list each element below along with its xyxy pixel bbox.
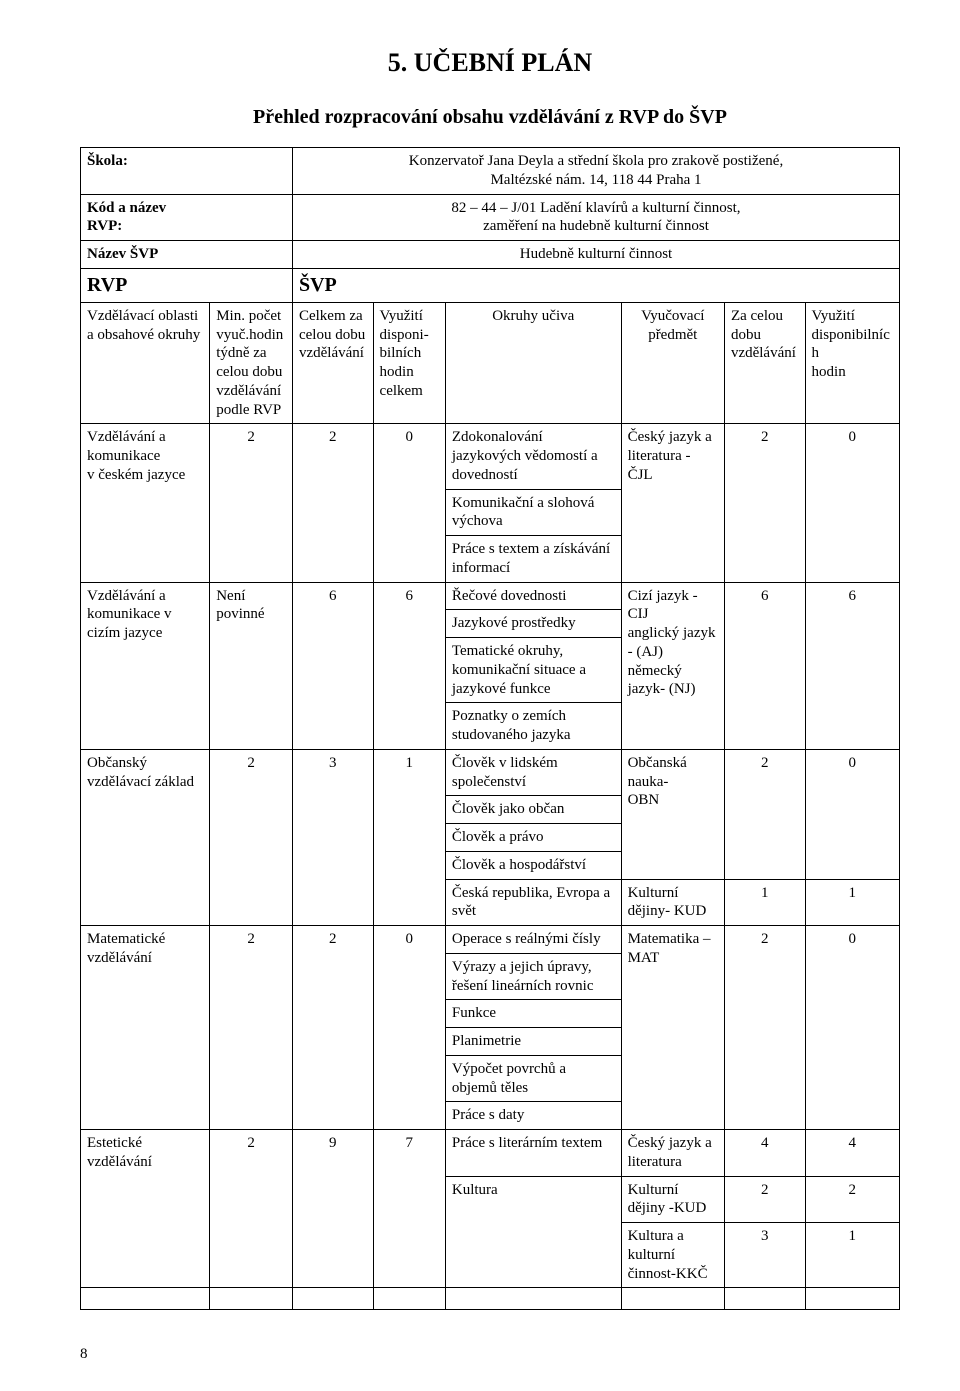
okruh-cell: Komunikační a slohová výchova	[445, 489, 621, 536]
okruh-cell: Člověk jako občan	[445, 796, 621, 824]
empty-cell	[373, 1288, 445, 1310]
cell: 0	[373, 424, 445, 582]
nazev-value: Hudebně kulturní činnost	[292, 241, 899, 269]
col-header-2: Min. počet vyuč.hodin týdně za celou dob…	[210, 302, 293, 424]
cell: 7	[373, 1130, 445, 1288]
page-number: 8	[80, 1346, 88, 1363]
table-row: Občanský vzdělávací základ	[81, 749, 210, 925]
okruh-cell: Zdokonalování jazykových vědomostí a dov…	[445, 424, 621, 489]
skola-value: Konzervatoř Jana Deyla a střední škola p…	[292, 148, 899, 195]
okruh-cell: Česká republika, Evropa a svět	[445, 879, 621, 926]
table-row: Matematické vzdělávání	[81, 926, 210, 1130]
empty-cell	[445, 1288, 621, 1310]
predmet-cell: Kulturní dějiny- KUD	[621, 879, 724, 926]
cell: 6	[724, 582, 805, 749]
predmet-cell: Kultura a kulturní činnost-KKČ	[621, 1223, 724, 1288]
col-header-5: Okruhy učiva	[445, 302, 621, 424]
cell: 2	[210, 926, 293, 1130]
nazev-label: Název ŠVP	[81, 241, 293, 269]
cell: 0	[805, 926, 899, 1130]
col-header-3: Celkem za celou dobu vzdělávání	[292, 302, 373, 424]
cell: 2	[724, 1176, 805, 1223]
predmet-cell: Matematika – MAT	[621, 926, 724, 1130]
okruh-cell: Jazykové prostředky	[445, 610, 621, 638]
okruh-cell: Funkce	[445, 1000, 621, 1028]
cell: 1	[724, 879, 805, 926]
svp-header: ŠVP	[292, 268, 899, 302]
cell: 4	[724, 1130, 805, 1177]
cell: 0	[805, 424, 899, 582]
okruh-cell: Práce s textem a získávání informací	[445, 536, 621, 583]
cell: 2	[210, 749, 293, 925]
cell: 0	[373, 926, 445, 1130]
cell: 6	[805, 582, 899, 749]
cell: 6	[373, 582, 445, 749]
kod-value: 82 – 44 – J/01 Ladění klavírů a kulturní…	[292, 194, 899, 241]
cell: 6	[292, 582, 373, 749]
okruh-cell: Operace s reálnými čísly	[445, 926, 621, 954]
predmet-cell: Občanská nauka- OBN	[621, 749, 724, 879]
cell: 2	[724, 926, 805, 1130]
page-subtitle: Přehled rozpracování obsahu vzdělávání z…	[80, 106, 900, 129]
rvp-header: RVP	[81, 268, 293, 302]
okruh-cell: Výrazy a jejich úpravy, řešení lineárníc…	[445, 953, 621, 1000]
cell: 3	[292, 749, 373, 925]
okruh-cell: Člověk a právo	[445, 824, 621, 852]
col-header-7: Za celou dobu vzdělávání	[724, 302, 805, 424]
col-header-6: Vyučovací předmět	[621, 302, 724, 424]
col-header-8: Využití disponibilníc h hodin	[805, 302, 899, 424]
cell: 0	[805, 749, 899, 879]
cell: 2	[724, 424, 805, 582]
empty-cell	[805, 1288, 899, 1310]
col-header-1: Vzdělávací oblasti a obsahové okruhy	[81, 302, 210, 424]
curriculum-table: Škola: Konzervatoř Jana Deyla a střední …	[80, 147, 900, 1310]
cell: 2	[724, 749, 805, 879]
cell: 1	[805, 1223, 899, 1288]
empty-cell	[292, 1288, 373, 1310]
cell: 3	[724, 1223, 805, 1288]
cell: Není povinné	[210, 582, 293, 749]
table-row: Estetické vzdělávání	[81, 1130, 210, 1288]
okruh-cell: Planimetrie	[445, 1028, 621, 1056]
cell: 1	[805, 879, 899, 926]
predmet-cell: Český jazyk a literatura - ČJL	[621, 424, 724, 582]
cell: 1	[373, 749, 445, 925]
table-row: Vzdělávání a komunikace v cizím jazyce	[81, 582, 210, 749]
empty-cell	[81, 1288, 210, 1310]
col-header-4: Využití disponi- bilních hodin celkem	[373, 302, 445, 424]
okruh-cell: Řečové dovednosti	[445, 582, 621, 610]
okruh-cell: Poznatky o zemích studovaného jazyka	[445, 703, 621, 750]
page-title: 5. UČEBNÍ PLÁN	[80, 48, 900, 78]
okruh-cell: Práce s literárním textem	[445, 1130, 621, 1177]
okruh-cell: Tematické okruhy, komunikační situace a …	[445, 638, 621, 703]
empty-cell	[210, 1288, 293, 1310]
cell: 9	[292, 1130, 373, 1288]
okruh-cell: Člověk v lidském společenství	[445, 749, 621, 796]
skola-label: Škola:	[81, 148, 293, 195]
okruh-cell: Výpočet povrchů a objemů těles	[445, 1055, 621, 1102]
okruh-cell: Člověk a hospodářství	[445, 851, 621, 879]
predmet-cell: Český jazyk a literatura	[621, 1130, 724, 1177]
cell: 2	[210, 424, 293, 582]
empty-cell	[621, 1288, 724, 1310]
table-row: Vzdělávání a komunikace v českém jazyce	[81, 424, 210, 582]
cell: 2	[210, 1130, 293, 1288]
cell: 2	[292, 424, 373, 582]
predmet-cell: Cizí jazyk - CIJ anglický jazyk - (AJ) n…	[621, 582, 724, 749]
empty-cell	[724, 1288, 805, 1310]
okruh-cell: Kultura	[445, 1176, 621, 1288]
kod-label: Kód a název RVP:	[81, 194, 293, 241]
cell: 2	[292, 926, 373, 1130]
cell: 4	[805, 1130, 899, 1177]
cell: 2	[805, 1176, 899, 1223]
okruh-cell: Práce s daty	[445, 1102, 621, 1130]
predmet-cell: Kulturní dějiny -KUD	[621, 1176, 724, 1223]
